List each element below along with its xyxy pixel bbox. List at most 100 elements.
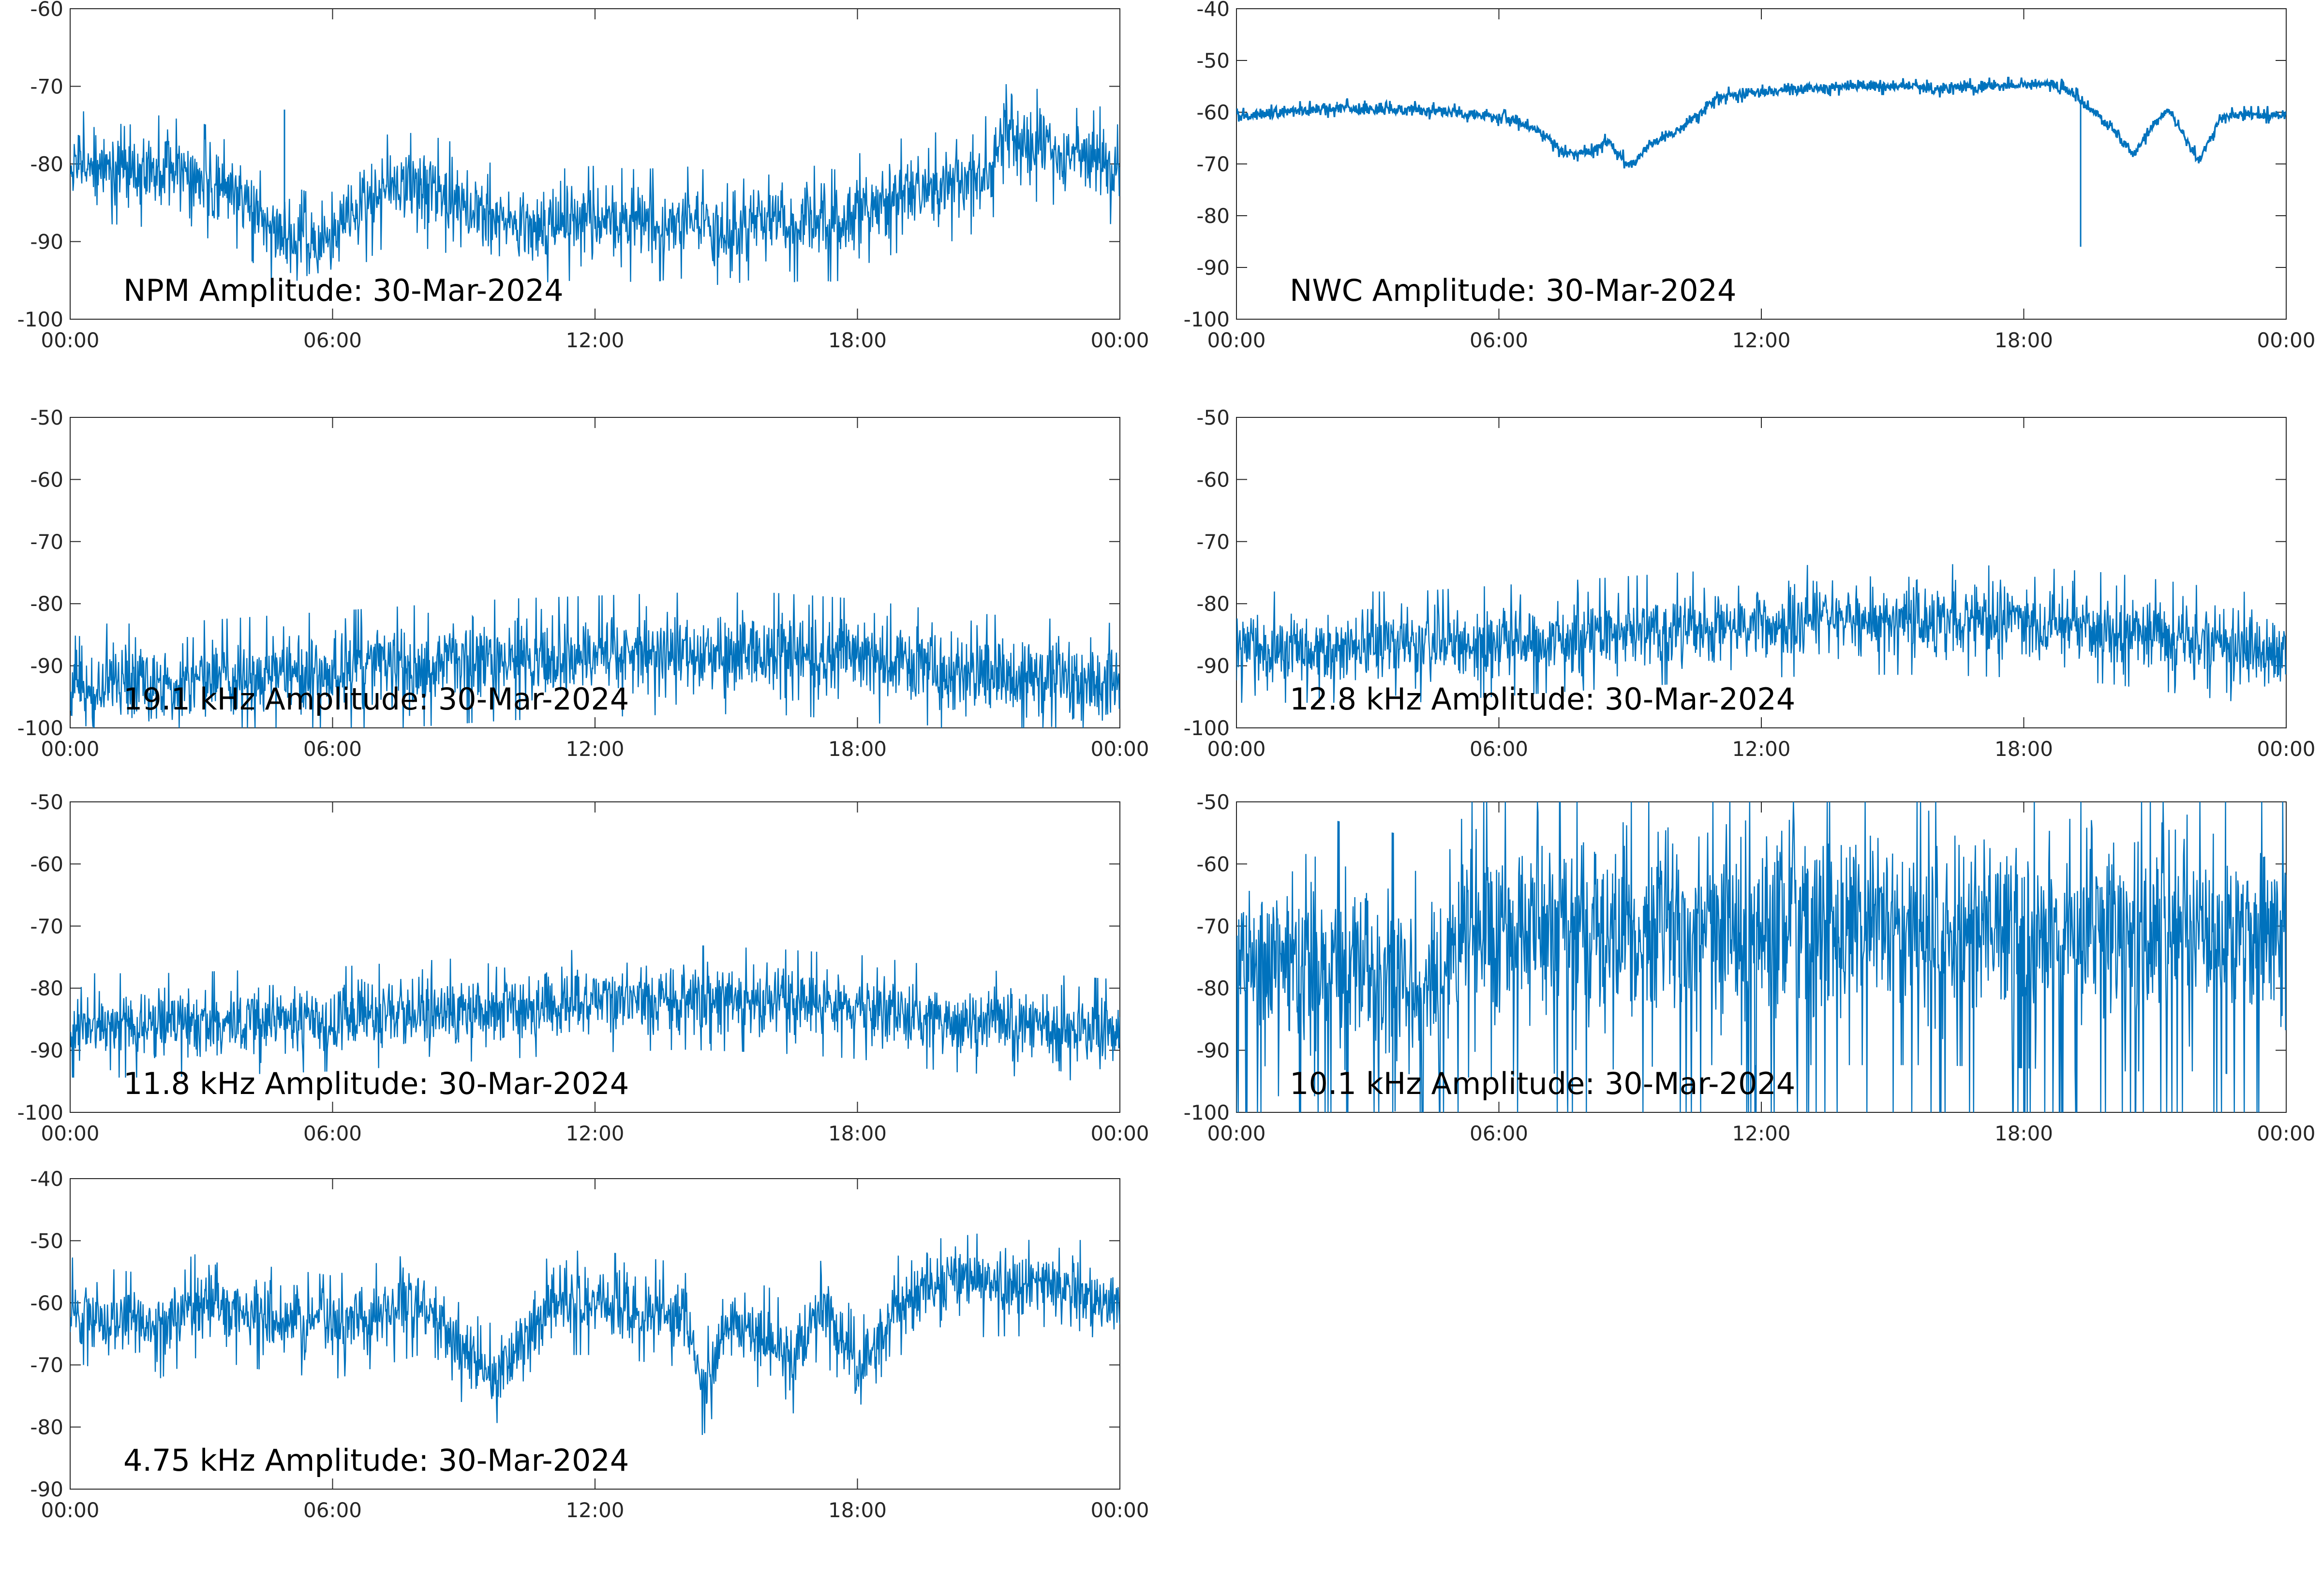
y-tick-label: -50: [1196, 406, 1230, 429]
x-tick-label: 12:00: [1732, 737, 1790, 761]
x-tick-label: 12:00: [566, 328, 624, 352]
y-tick-label: -60: [30, 852, 63, 876]
x-tick-label: 00:00: [1207, 737, 1265, 761]
y-tick-label: -60: [1196, 468, 1230, 491]
series-line: [70, 592, 1120, 728]
x-tick-label: 12:00: [566, 1498, 624, 1522]
y-tick-label: -50: [1196, 49, 1230, 73]
y-tick-label: -70: [1196, 915, 1230, 938]
chart-panel-4: -100 -90 -80 -70 -60 -50 00:00 06:00 12:00 18:00 0…: [1184, 406, 2316, 761]
y-tick-label: -70: [1196, 152, 1230, 176]
x-tick-label: 00:00: [2257, 1122, 2315, 1145]
axes-box: [70, 801, 1120, 1113]
y-tick-label: -100: [1184, 716, 1230, 740]
x-tick-label: 00:00: [1090, 737, 1149, 761]
x-tick-label: 12:00: [1732, 1122, 1790, 1145]
y-tick-label: -70: [30, 75, 63, 99]
x-tick-label: 00:00: [41, 1122, 99, 1145]
panel-title: NWC Amplitude: 30-Mar-2024: [1290, 273, 1736, 308]
y-tick-label: -80: [30, 976, 63, 1000]
y-tick-label: -90: [1196, 1039, 1230, 1063]
y-tick-label: -60: [30, 468, 63, 491]
y-tick-label: -70: [30, 1353, 63, 1377]
x-tick-label: 00:00: [41, 737, 99, 761]
x-tick-label: 06:00: [303, 737, 362, 761]
x-tick-label: 00:00: [41, 1498, 99, 1522]
y-tick-label: -100: [17, 308, 63, 331]
x-tick-label: 00:00: [1207, 1122, 1265, 1145]
y-tick-label: -90: [30, 1478, 63, 1501]
y-tick-label: -90: [1196, 654, 1230, 678]
y-tick-label: -100: [1184, 308, 1230, 331]
series-line: [1236, 564, 2286, 703]
y-tick-label: -50: [30, 1229, 63, 1253]
x-tick-label: 00:00: [41, 328, 99, 352]
y-tick-label: -80: [30, 592, 63, 616]
chart-panel-2: -100 -90 -80 -70 -60 -50 -40 00:00 06:00 12:00 18:…: [1184, 0, 2316, 352]
panel-title: 11.8 kHz Amplitude: 30-Mar-2024: [123, 1066, 629, 1101]
y-tick-label: -50: [1196, 790, 1230, 814]
series-line: [70, 945, 1120, 1080]
x-tick-label: 00:00: [1090, 1122, 1149, 1145]
y-tick-label: -60: [1196, 101, 1230, 124]
x-tick-label: 18:00: [828, 737, 887, 761]
y-tick-label: -70: [1196, 530, 1230, 554]
y-tick-label: -80: [1196, 976, 1230, 1000]
x-tick-label: 00:00: [2257, 737, 2315, 761]
axes-box: [1236, 417, 2287, 728]
y-tick-label: -80: [1196, 592, 1230, 616]
x-tick-label: 06:00: [1470, 737, 1528, 761]
series-line: [70, 84, 1120, 286]
x-tick-label: 18:00: [1995, 1122, 2053, 1145]
x-tick-label: 12:00: [566, 1122, 624, 1145]
chart-panel-6: -100 -90 -80 -70 -60 -50 00:00 06:00 12:00 18:00 0…: [1184, 790, 2316, 1145]
axes-box: [1236, 8, 2287, 320]
axes-box: [70, 1178, 1120, 1490]
y-tick-label: -60: [1196, 852, 1230, 876]
x-tick-label: 12:00: [566, 737, 624, 761]
y-tick-label: -60: [30, 0, 63, 21]
y-tick-label: -90: [1196, 256, 1230, 280]
panel-title: NPM Amplitude: 30-Mar-2024: [123, 273, 564, 308]
chart-panel-1: -100 -90 -80 -70 -60 00:00 06:00 12:00 18:00 00:0…: [17, 0, 1149, 352]
y-tick-label: -90: [30, 1039, 63, 1063]
y-tick-label: -50: [30, 790, 63, 814]
series-line: [70, 1233, 1120, 1435]
y-tick-label: -100: [1184, 1101, 1230, 1124]
y-tick-label: -70: [30, 915, 63, 938]
chart-panel-3: -100 -90 -80 -70 -60 -50 00:00 06:00 12:00 18:00 0…: [17, 406, 1149, 761]
axes-box: [70, 8, 1120, 320]
x-tick-label: 00:00: [1090, 328, 1149, 352]
x-tick-label: 18:00: [828, 328, 887, 352]
series-line: [1236, 76, 2286, 169]
x-tick-label: 18:00: [828, 1498, 887, 1522]
x-tick-label: 06:00: [303, 1122, 362, 1145]
y-tick-label: -40: [30, 1167, 63, 1191]
y-tick-label: -80: [30, 1416, 63, 1439]
y-tick-label: -60: [30, 1291, 63, 1315]
chart-panel-5: -100 -90 -80 -70 -60 -50 00:00 06:00 12:00 18:00 0…: [17, 790, 1149, 1145]
y-tick-label: -80: [30, 152, 63, 176]
panel-title: 12.8 kHz Amplitude: 30-Mar-2024: [1290, 681, 1795, 717]
x-tick-label: 00:00: [1207, 328, 1265, 352]
y-tick-label: -70: [30, 530, 63, 554]
x-tick-label: 18:00: [828, 1122, 887, 1145]
x-tick-label: 18:00: [1995, 737, 2053, 761]
panel-title: 10.1 kHz Amplitude: 30-Mar-2024: [1290, 1066, 1795, 1101]
y-tick-label: -90: [30, 654, 63, 678]
x-tick-label: 06:00: [1470, 1122, 1528, 1145]
x-tick-label: 12:00: [1732, 328, 1790, 352]
x-tick-label: 00:00: [2257, 328, 2315, 352]
panel-title: 19.1 kHz Amplitude: 30-Mar-2024: [123, 681, 629, 717]
x-tick-label: 06:00: [303, 328, 362, 352]
y-tick-label: -80: [1196, 204, 1230, 228]
y-tick-label: -100: [17, 1101, 63, 1124]
y-tick-label: -90: [30, 230, 63, 254]
y-tick-label: -40: [1196, 0, 1230, 21]
panel-title: 4.75 kHz Amplitude: 30-Mar-2024: [123, 1443, 629, 1478]
x-tick-label: 06:00: [1470, 328, 1528, 352]
series-line: [1236, 802, 2286, 1112]
x-tick-label: 00:00: [1090, 1498, 1149, 1522]
y-tick-label: -50: [30, 406, 63, 429]
